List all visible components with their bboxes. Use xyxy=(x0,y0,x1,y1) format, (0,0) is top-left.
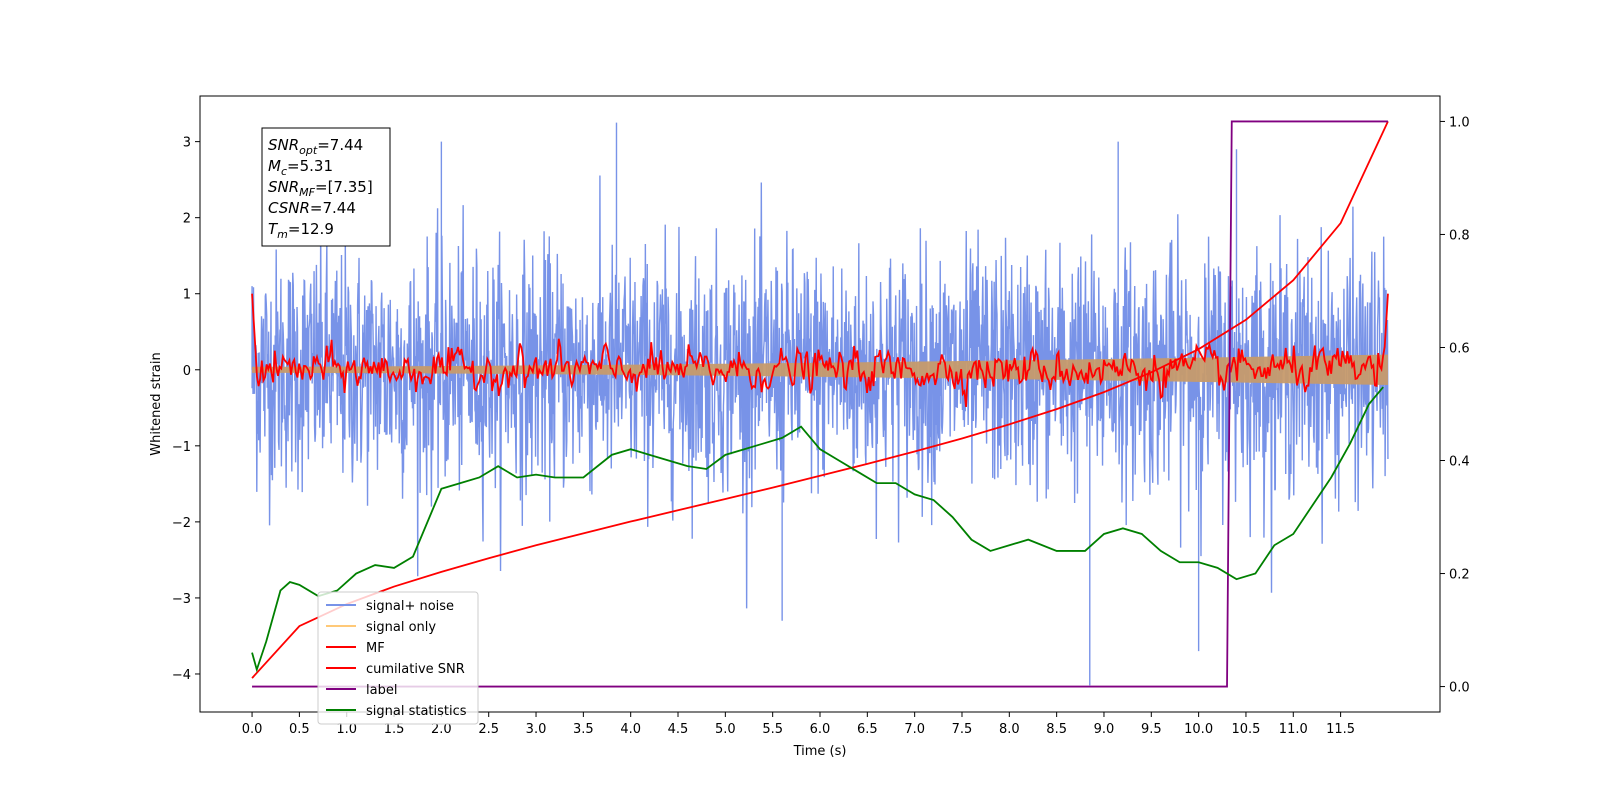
y2-tick-label: 0.2 xyxy=(1449,568,1470,583)
annotation-subscript: opt xyxy=(299,144,318,157)
y-axis-left: 3 2 1 0 −1 −2 −3 −4 xyxy=(172,136,200,683)
annotation-symbol: T xyxy=(268,220,279,238)
x-tick-label: 8.5 xyxy=(1046,722,1067,737)
x-tick-label: 5.0 xyxy=(715,722,736,737)
legend-label: cumilative SNR xyxy=(366,662,465,677)
x-tick-label: 1.0 xyxy=(336,722,357,737)
y-tick-label: 3 xyxy=(183,136,191,151)
series-line-label xyxy=(252,120,1388,688)
x-tick-label: 1.5 xyxy=(384,722,405,737)
plot-area xyxy=(251,120,1389,688)
annotation-line: Mc=5.31 xyxy=(268,157,333,178)
y2-tick-label: 0.6 xyxy=(1449,341,1470,356)
y-tick-label: 2 xyxy=(183,212,191,227)
x-tick-label: 2.5 xyxy=(478,722,499,737)
annotation-line: SNRMF=[7.35] xyxy=(268,178,373,199)
annotation-subscript: c xyxy=(281,165,287,178)
y2-tick-label: 0.4 xyxy=(1449,455,1470,470)
series-layer xyxy=(251,120,1389,688)
x-tick-label: 9.0 xyxy=(1094,722,1115,737)
x-tick-label: 11.5 xyxy=(1326,722,1355,737)
y-tick-label: −2 xyxy=(172,516,191,531)
annotation-value: =[7.35] xyxy=(315,178,373,196)
x-tick-label: 4.0 xyxy=(620,722,641,737)
annotation-subscript: m xyxy=(277,228,288,241)
annotation-value: =5.31 xyxy=(287,157,333,175)
annotation-symbol: SNR xyxy=(268,136,299,154)
annotation-line: CSNR=7.44 xyxy=(268,199,356,217)
x-tick-label: 0.5 xyxy=(289,722,310,737)
annotation-line: Tm=12.9 xyxy=(268,220,334,241)
annotation-box: SNRopt=7.44Mc=5.31SNRMF=[7.35]CSNR=7.44T… xyxy=(261,127,391,247)
series-line-mf xyxy=(251,293,1389,408)
annotation-value: =7.44 xyxy=(317,136,363,154)
y-tick-label: −4 xyxy=(172,668,191,683)
x-tick-label: 3.0 xyxy=(526,722,547,737)
x-tick-label: 4.5 xyxy=(668,722,689,737)
legend-label: MF xyxy=(366,641,385,656)
x-axis: 0.0 0.5 1.0 1.5 2.0 2.5 3.0 3.5 4.0 4.5 5.0 5.5 6.0 6… xyxy=(242,712,1355,737)
x-tick-label: 2.0 xyxy=(431,722,452,737)
x-tick-label: 5.5 xyxy=(762,722,783,737)
x-tick-label: 7.0 xyxy=(904,722,925,737)
annotation-line: SNRopt=7.44 xyxy=(268,136,363,157)
annotation-value: =7.44 xyxy=(310,199,356,217)
x-tick-label: 6.5 xyxy=(857,722,878,737)
x-tick-label: 7.5 xyxy=(952,722,973,737)
annotation-symbol: CSNR xyxy=(268,199,310,217)
series-line-cumulative-snr xyxy=(251,121,1389,679)
annotation-symbol: M xyxy=(268,157,281,175)
y-tick-label: −3 xyxy=(172,592,191,607)
legend-frame xyxy=(317,591,479,725)
x-tick-label: 3.5 xyxy=(573,722,594,737)
y2-tick-label: 1.0 xyxy=(1449,115,1470,130)
x-tick-label: 6.0 xyxy=(810,722,831,737)
annotation-subscript: MF xyxy=(299,186,315,199)
legend: signal+ noise signal only MF cumilative SNR… xyxy=(317,591,479,725)
x-tick-label: 11.0 xyxy=(1279,722,1308,737)
y-axis-right: 1.0 0.8 0.6 0.4 0.2 0.0 xyxy=(1440,115,1470,696)
y-axis-label: Whitened strain xyxy=(149,352,164,455)
y-tick-label: −1 xyxy=(172,440,191,455)
annotation-symbol: SNR xyxy=(268,178,299,196)
x-tick-label: 8.0 xyxy=(999,722,1020,737)
y-tick-label: 0 xyxy=(183,364,191,379)
x-axis-label: Time (s) xyxy=(793,744,847,759)
x-tick-label: 9.5 xyxy=(1141,722,1162,737)
series-line-signal-statistics xyxy=(251,386,1384,673)
x-tick-label: 0.0 xyxy=(242,722,263,737)
legend-label: signal only xyxy=(366,620,436,635)
y-tick-label: 1 xyxy=(183,288,191,303)
y2-tick-label: 0.0 xyxy=(1449,681,1470,696)
legend-label: signal+ noise xyxy=(366,599,454,614)
y2-tick-label: 0.8 xyxy=(1449,228,1470,243)
legend-label: label xyxy=(366,683,397,698)
x-tick-label: 10.5 xyxy=(1231,722,1260,737)
annotation-value: =12.9 xyxy=(288,220,334,238)
legend-label: signal statistics xyxy=(366,704,467,719)
annotation-box-frame xyxy=(261,127,391,247)
x-tick-label: 10.0 xyxy=(1184,722,1213,737)
